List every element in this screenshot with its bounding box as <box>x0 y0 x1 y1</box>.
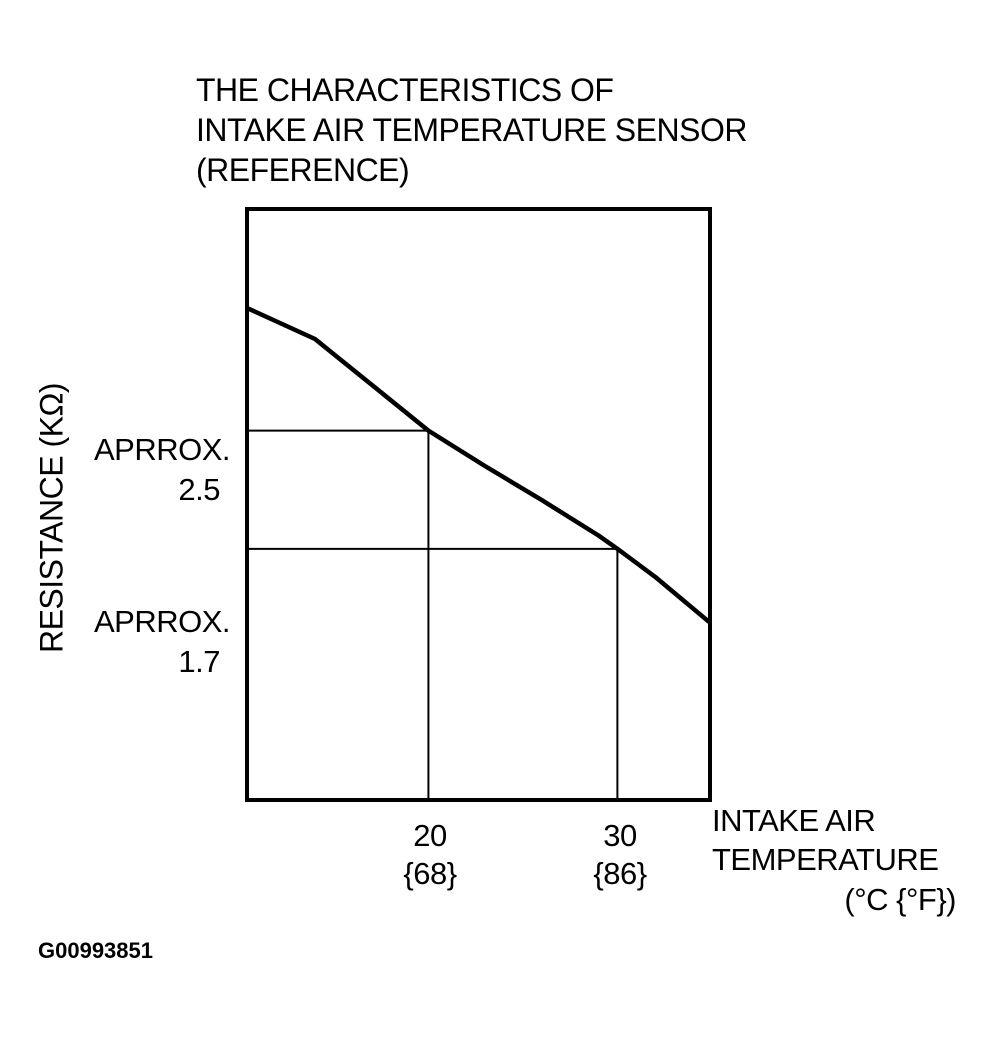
y-tick-prefix-1.7: APRROX. <box>93 604 231 639</box>
y-tick-label-2.5: 2.5 <box>178 472 220 507</box>
resistance-curve-1 <box>246 305 712 625</box>
x-axis-label-line-3: (°C {°F}) <box>844 882 956 917</box>
x-axis-label-line-2: TEMPERATURE <box>712 842 939 877</box>
title-line-2: INTAKE AIR TEMPERATURE SENSOR <box>196 112 747 148</box>
y-tick-label-1.7: 1.7 <box>178 644 220 679</box>
x-tick-sublabel-30: {86} <box>593 856 647 891</box>
plot-frame <box>245 207 712 802</box>
chart-title: THE CHARACTERISTICS OF INTAKE AIR TEMPER… <box>196 70 747 190</box>
x-axis-label-line-1: INTAKE AIR <box>712 803 876 838</box>
x-tick-label-20: 20 <box>413 818 447 853</box>
y-tick-prefix-2.5: APRROX. <box>93 432 231 467</box>
x-tick-sublabel-20: {68} <box>403 856 457 891</box>
title-line-3: (REFERENCE) <box>196 152 410 188</box>
figure-code: G00993851 <box>38 938 153 963</box>
x-tick-label-30: 30 <box>603 818 637 853</box>
title-line-1: THE CHARACTERISTICS OF <box>196 72 614 108</box>
